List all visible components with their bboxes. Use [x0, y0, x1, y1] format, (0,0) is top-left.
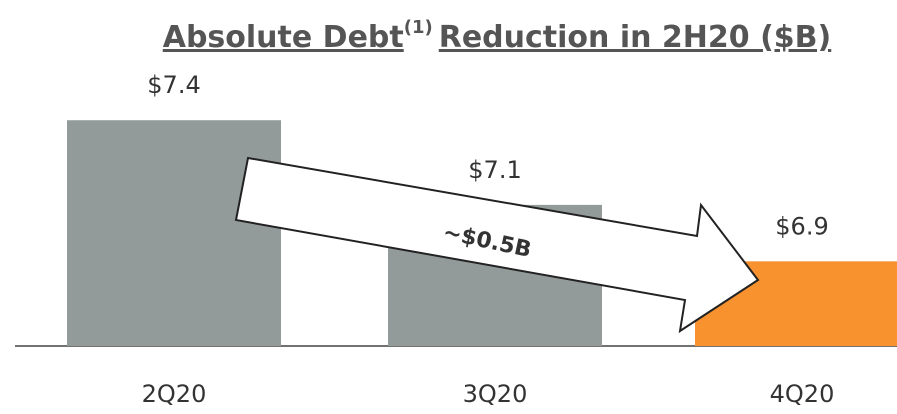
bar — [67, 120, 281, 346]
arrow — [234, 156, 760, 334]
title-note: (1) — [404, 17, 433, 38]
x-tick-label: 4Q20 — [770, 380, 835, 408]
chart-title: Absolute Debt(1) Reduction in 2H20 ($B) — [163, 17, 832, 55]
value-label: $7.4 — [147, 71, 200, 99]
value-label: $7.1 — [468, 156, 521, 184]
x-tick-label: 3Q20 — [463, 380, 528, 408]
x-tick-label: 2Q20 — [142, 380, 207, 408]
title-main: Absolute Debt — [163, 20, 404, 55]
value-label: $6.9 — [775, 212, 828, 240]
title-rest: Reduction in 2H20 ($B) — [439, 20, 832, 55]
